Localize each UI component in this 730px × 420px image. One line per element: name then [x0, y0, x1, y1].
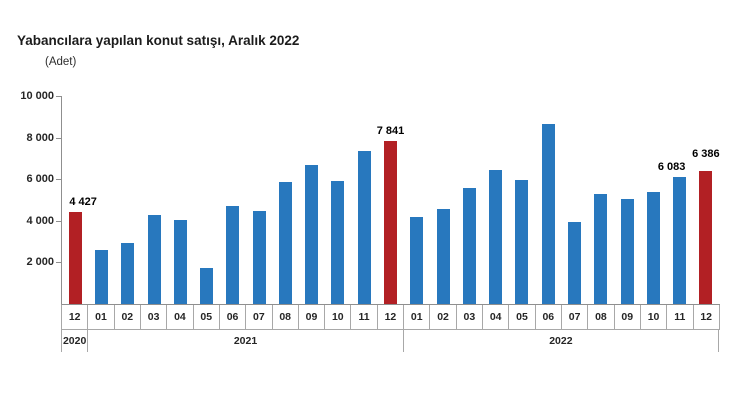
bar-2022-02 [436, 209, 450, 304]
y-axis-tick-label: 2 000 [26, 256, 54, 269]
x-axis-year-row: 2020 2021 2022 [61, 330, 720, 352]
bar-2021-07 [252, 211, 266, 304]
chart-title: Yabancılara yapılan konut satışı, Aralık… [17, 33, 300, 48]
x-axis-month-label: 08 [588, 305, 615, 329]
x-axis-month-label: 12 [694, 305, 720, 329]
x-axis-month-label: 01 [88, 305, 115, 329]
y-axis-tick [56, 179, 61, 181]
x-axis-year-label-2020: 2020 [62, 330, 89, 352]
y-axis-tick-label: 4 000 [26, 214, 54, 227]
x-axis-month-label: 12 [62, 305, 89, 329]
y-axis-tick-label: 8 000 [26, 131, 54, 144]
x-axis-month-label: 11 [667, 305, 694, 329]
x-axis-month-label: 05 [509, 305, 536, 329]
x-axis-year-label-2022: 2022 [404, 330, 720, 352]
y-axis-tick-label: 6 000 [26, 173, 54, 186]
x-axis-month-row: 12 01 02 03 04 05 06 07 08 09 10 11 12 01 02 03 04 05 06 07… [61, 304, 720, 330]
bar-value-label-2020-12: 4 427 [69, 196, 97, 208]
bar-2020-12 [68, 212, 82, 304]
bar-2021-09 [305, 165, 319, 304]
x-axis-month-label: 06 [536, 305, 562, 329]
x-axis-month-label: 02 [430, 305, 457, 329]
bar-2021-12 [384, 141, 397, 304]
bar-2022-09 [620, 199, 634, 304]
bar-2022-01 [410, 217, 424, 304]
x-axis-month-label: 04 [167, 305, 194, 329]
chart-unit-label: (Adet) [45, 56, 77, 68]
y-axis-tick [56, 96, 61, 97]
bar-2022-12 [699, 171, 713, 304]
x-axis-month-label: 04 [483, 305, 510, 329]
x-axis-month-label: 09 [299, 305, 326, 329]
x-axis-month-label: 12 [378, 305, 405, 329]
y-axis-tick [56, 220, 61, 222]
bar-2022-07 [568, 222, 581, 304]
y-axis-tick [56, 137, 61, 139]
bar-2022-03 [462, 188, 476, 304]
x-axis-month-label: 02 [115, 305, 141, 329]
bar-value-label-2021-12: 7 841 [376, 125, 405, 137]
bar-value-label-2022-11: 6 083 [657, 161, 686, 173]
x-axis-month-label: 06 [220, 305, 247, 329]
y-axis-tick [56, 262, 61, 264]
x-axis-month-label: 05 [194, 305, 220, 329]
bar-value-label-2022-12: 6 386 [692, 148, 720, 160]
x-axis-month-label: 10 [641, 305, 668, 329]
bar-2021-06 [226, 206, 240, 304]
bar-2021-04 [173, 220, 187, 304]
x-axis-month-label: 07 [562, 305, 589, 329]
bar-2021-03 [147, 215, 161, 304]
bar-2021-05 [200, 268, 213, 304]
bar-2022-06 [541, 124, 555, 304]
bar-2022-04 [489, 170, 503, 304]
bar-2022-08 [594, 194, 608, 304]
bar-2021-11 [357, 151, 371, 304]
bar-2021-08 [278, 182, 292, 304]
x-axis-month-label: 03 [457, 305, 483, 329]
bar-2022-10 [646, 192, 660, 304]
y-axis-tick-label: 10 000 [20, 90, 54, 102]
x-axis-month-label: 08 [273, 305, 299, 329]
x-axis-month-label: 09 [615, 305, 641, 329]
bar-2022-11 [673, 177, 687, 304]
y-axis-line [61, 96, 62, 304]
x-axis-month-label: 11 [351, 305, 378, 329]
x-axis-month-label: 10 [325, 305, 352, 329]
x-axis-month-label: 03 [141, 305, 168, 329]
bar-2021-01 [94, 250, 108, 304]
bar-2021-10 [331, 181, 345, 304]
x-axis-year-label-2021: 2021 [88, 330, 404, 352]
bar-2022-05 [515, 180, 529, 304]
x-axis-month-label: 07 [246, 305, 273, 329]
x-axis-month-label: 01 [404, 305, 431, 329]
bar-2021-02 [121, 243, 135, 304]
